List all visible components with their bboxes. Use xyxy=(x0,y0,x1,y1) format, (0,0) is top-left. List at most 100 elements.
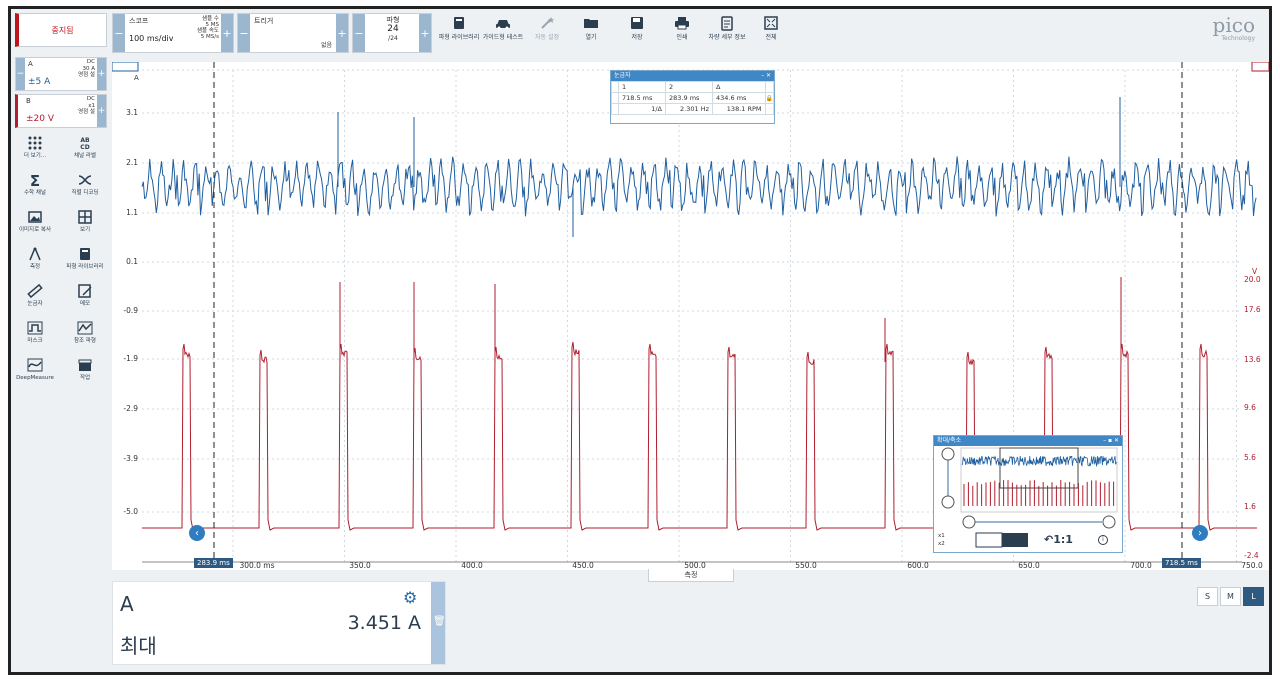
toolbar-button-label: 가이드형 테스트 xyxy=(482,34,524,41)
marker-left-label[interactable]: 283.9 ms xyxy=(194,558,233,568)
tool-compass[interactable]: 측정 xyxy=(13,246,57,271)
tool-label: 메모 xyxy=(79,301,91,307)
zoom-tool-icon[interactable] xyxy=(975,532,1003,548)
ruler-title-text: 눈금자 xyxy=(614,72,631,79)
zoom-out-icon[interactable] xyxy=(941,495,955,509)
right-tick-label: 20.0 xyxy=(1244,275,1261,284)
waveform-total: /24 xyxy=(388,35,398,42)
rate-label: 샘플 속도 xyxy=(197,28,219,34)
tool-ruler[interactable]: 눈금자 xyxy=(13,283,57,308)
tool-abcd[interactable]: AB CD 채널 라벨 xyxy=(63,135,107,160)
timebase-decrease-button[interactable]: − xyxy=(113,14,125,52)
zoom-in-icon[interactable] xyxy=(941,447,955,461)
tool-more[interactable]: 더 보기... xyxy=(13,135,57,160)
channel-a-decrease[interactable]: − xyxy=(16,58,25,90)
tool-label: 측정 xyxy=(29,264,41,270)
timebase-value[interactable]: 100 ms/div xyxy=(129,34,174,43)
measurement-side-bar xyxy=(431,582,445,664)
size-large-button[interactable]: L xyxy=(1243,587,1264,606)
channel-a-marker[interactable] xyxy=(112,62,139,72)
left-tick-label: -5.0 xyxy=(123,507,138,516)
toolbar-button-label: 차량 세부 정보 xyxy=(708,34,746,41)
ruler-icon xyxy=(27,283,43,299)
toolbar-button-4[interactable]: 저장 xyxy=(613,15,661,41)
toolbar-button-5[interactable]: 인쇄 xyxy=(658,15,706,41)
zoom-x-out-icon[interactable] xyxy=(962,515,976,529)
zoom-x-in-icon[interactable] xyxy=(1102,515,1116,529)
left-axis-unit: A xyxy=(134,74,139,82)
trigger-mode[interactable]: 없음 xyxy=(320,42,332,49)
close-icon[interactable]: – ✕ xyxy=(761,72,771,79)
channel-b-trace xyxy=(142,341,1257,531)
zoom-popup[interactable]: 확대/축소 – ▪ ✕ x1 x2 ↶1:1 i xyxy=(933,435,1123,553)
gear-icon[interactable]: ⚙ xyxy=(403,588,418,607)
book-icon xyxy=(454,17,464,29)
samples-info[interactable]: 샘플 수 5 MS 샘플 속도 5 MS/s xyxy=(189,16,219,40)
tool-label: 보기 xyxy=(79,227,91,233)
ruler-value-2: 283.9 ms xyxy=(665,92,714,104)
channel-a-probe: 30 A xyxy=(82,65,95,72)
tool-deepmeasure[interactable]: DeepMeasure xyxy=(13,357,57,382)
waveform-next-button[interactable]: + xyxy=(419,14,431,52)
zoom-window[interactable] xyxy=(999,447,1079,489)
measurements-tab[interactable]: 측정 xyxy=(648,569,734,582)
ruler-value-row: 718.5 ms 283.9 ms 434.6 ms 🔒 xyxy=(611,92,775,104)
marker-right-label[interactable]: 718.5 ms xyxy=(1162,558,1201,568)
close-icon[interactable]: – ▪ ✕ xyxy=(1103,437,1119,444)
channel-b-settings[interactable]: B ±20 V DC x1 영점 설 + xyxy=(15,94,107,128)
info-icon[interactable]: i xyxy=(1098,535,1108,545)
scope-settings-group: − 스코프 100 ms/div 샘플 수 5 MS 샘플 속도 5 MS/s … xyxy=(112,13,234,53)
trigger-decrease-button[interactable]: − xyxy=(238,14,250,52)
tool-mask[interactable]: 마스크 xyxy=(13,320,57,345)
scope-view[interactable]: 4.1A3.12.11.10.1-0.9-1.9-2.9-3.9-5.0V20.… xyxy=(112,62,1269,570)
scroll-right-icon[interactable]: › xyxy=(1192,525,1208,541)
toolbar-button-7[interactable]: 전체 xyxy=(747,15,795,41)
zoom-scale-labels: x1 x2 xyxy=(938,532,945,548)
pan-tool-icon[interactable] xyxy=(1002,533,1028,547)
trigger-increase-button[interactable]: + xyxy=(336,14,348,52)
tool-reference[interactable]: 참조 파형 xyxy=(63,320,107,345)
samples-value: 5 MS xyxy=(205,22,219,28)
toolbar-button-2[interactable]: 자동 설정 xyxy=(523,15,571,41)
size-small-button[interactable]: S xyxy=(1197,587,1218,606)
lock-icon[interactable]: 🔒 xyxy=(764,92,775,104)
tool-image[interactable]: 이미지로 복사 xyxy=(13,209,57,234)
left-tick-label: 3.1 xyxy=(126,108,138,117)
channel-b-range[interactable]: ±20 V xyxy=(26,114,55,124)
channel-b-probe: x1 xyxy=(88,102,95,109)
zoom-overview[interactable] xyxy=(934,446,1124,553)
ruler-frequency: 2.301 Hz xyxy=(665,103,714,115)
channel-b-marker[interactable] xyxy=(1251,62,1269,72)
left-tick-label: 0.1 xyxy=(126,257,138,266)
channel-b-increase[interactable]: + xyxy=(97,95,106,127)
toolbar-button-0[interactable]: 파형 라이브러리 xyxy=(435,15,483,41)
stop-button[interactable]: 중지됨 xyxy=(15,13,107,47)
right-tick-label: 17.6 xyxy=(1244,305,1261,314)
tool-book[interactable]: 파형 라이브러리 xyxy=(63,246,107,271)
toolbar-button-1[interactable]: 가이드형 테스트 xyxy=(479,15,527,41)
tool-clapper[interactable]: 작업 xyxy=(63,357,107,382)
zoom-ratio[interactable]: ↶1:1 xyxy=(1044,533,1073,546)
measurement-panel[interactable]: A 최대 3.451 A ⚙ 🗑 xyxy=(112,581,446,665)
x-tick-label: 550.0 xyxy=(795,561,817,570)
tool-sigma[interactable]: Σ 수학 채널 xyxy=(13,172,57,197)
trash-icon[interactable]: 🗑 xyxy=(433,616,446,627)
channel-a-increase[interactable]: + xyxy=(97,58,106,90)
measurement-channel: A xyxy=(120,592,134,616)
left-tick-label: 2.1 xyxy=(126,158,138,167)
tool-decode[interactable]: 직렬 디코딩 xyxy=(63,172,107,197)
size-medium-button[interactable]: M xyxy=(1220,587,1241,606)
scroll-left-icon[interactable]: ‹ xyxy=(189,525,205,541)
right-tick-label: 9.6 xyxy=(1244,403,1256,412)
zoom-title-text: 확대/축소 xyxy=(937,437,962,444)
toolbar-button-6[interactable]: 차량 세부 정보 xyxy=(703,15,751,41)
ruler-popup[interactable]: 눈금자 – ✕ 1 2 Δ 718.5 ms 283.9 ms 434.6 ms … xyxy=(610,70,775,124)
waveform-prev-button[interactable]: − xyxy=(353,14,365,52)
toolbar-button-3[interactable]: 열기 xyxy=(567,15,615,41)
channel-a-range[interactable]: ±5 A xyxy=(28,77,51,87)
channel-a-settings[interactable]: − A ±5 A DC 30 A 영점 설 + xyxy=(15,57,107,91)
timebase-increase-button[interactable]: + xyxy=(221,14,233,52)
zoom-trace-a xyxy=(961,455,1118,468)
tool-note[interactable]: 메모 xyxy=(63,283,107,308)
tool-grid[interactable]: 보기 xyxy=(63,209,107,234)
